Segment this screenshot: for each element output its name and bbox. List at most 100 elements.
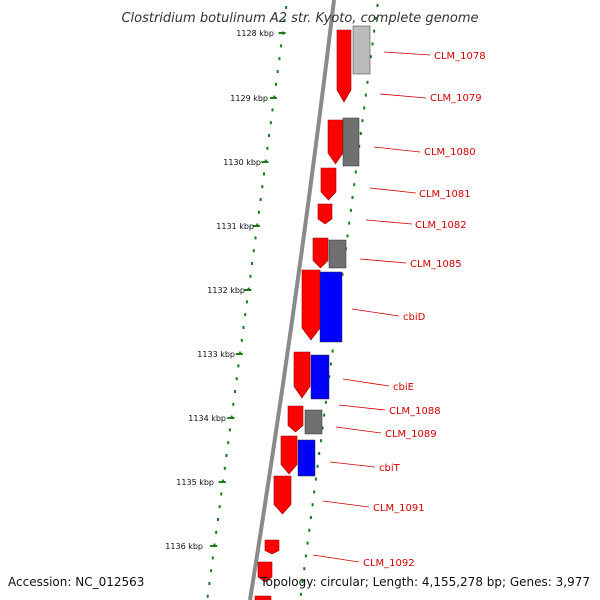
ruler-dot: [237, 364, 240, 368]
ruler-dot: [268, 134, 271, 137]
gene-arrow: [280, 435, 298, 475]
ruler-dot: [223, 466, 226, 470]
leader-line: [338, 404, 386, 411]
outer-dot: [309, 516, 312, 519]
outer-dot: [341, 272, 344, 276]
ruler-dot: [211, 556, 214, 560]
ruler-dot: [251, 262, 254, 265]
accession-text: Accession: NC_012563: [8, 575, 144, 589]
gene-arrow: [257, 561, 273, 583]
outer-dot: [304, 554, 307, 558]
ruler-dot: [235, 377, 238, 381]
ruler-dot: [208, 582, 211, 585]
outer-dot: [306, 541, 309, 545]
ruler-dot: [215, 530, 218, 534]
leader-line: [359, 258, 407, 264]
gene-arrow: [254, 595, 272, 600]
gene-label: cbiD: [403, 312, 426, 323]
gene-label: CLM_1079: [430, 93, 482, 104]
outer-dot: [373, 29, 376, 33]
map-title: Clostridium botulinum A2 str. Kyoto, com…: [121, 11, 478, 26]
genome-backbone: [248, 0, 336, 600]
ruler-dot: [218, 505, 221, 509]
gene-label: CLM_1091: [373, 503, 425, 514]
ruler-dot: [280, 44, 283, 48]
ruler-dot: [242, 326, 245, 329]
gene-label: CLM_1089: [385, 429, 437, 440]
ruler-dot: [275, 82, 277, 86]
ruler-tick: [269, 97, 277, 99]
topology-text: Topology: circular; Length: 4,155,278 bp…: [259, 575, 590, 589]
outer-dot: [374, 16, 377, 20]
outer-dot: [308, 528, 311, 532]
tick-label: 1129 kbp: [230, 94, 268, 103]
tick-label: 1132 kbp: [207, 286, 245, 295]
leader-line: [379, 93, 427, 99]
outer-dot: [361, 119, 364, 123]
gene-label: CLM_1088: [389, 406, 441, 417]
ruler-tick: [235, 353, 243, 355]
ruler-dot: [210, 569, 213, 573]
outer-dot: [348, 221, 351, 225]
ruler-dot: [259, 198, 262, 201]
ruler-dot: [220, 492, 223, 496]
ruler-dot: [257, 210, 260, 214]
ruler-dot: [261, 185, 264, 189]
gene-block: [352, 25, 371, 75]
outer-dot: [313, 490, 316, 494]
ruler-dot: [269, 121, 272, 125]
gene-arrow: [317, 203, 333, 225]
gene-block: [304, 409, 323, 435]
ruler-dot: [263, 172, 265, 176]
outer-dot: [331, 349, 334, 353]
leader-line: [373, 146, 421, 153]
ruler-dot: [271, 108, 274, 112]
outer-dot: [359, 132, 362, 135]
gene-arrow: [327, 119, 344, 165]
gene-arrow: [320, 167, 337, 201]
gene-arrow: [293, 351, 311, 399]
ruler-dot: [228, 428, 231, 432]
ruler-dot: [245, 300, 248, 304]
gene-leader-lines: [312, 51, 431, 563]
tick-label: 1136 kbp: [165, 542, 203, 551]
gene-label: CLM_1078: [434, 51, 486, 62]
gene-block: [319, 271, 343, 343]
ruler-dot: [252, 249, 255, 253]
gene-arrow: [264, 539, 280, 555]
ruler-dot: [227, 441, 230, 445]
gene-arrow: [301, 269, 321, 341]
leader-line: [365, 219, 413, 225]
ruler-dot: [234, 390, 236, 393]
ruler-tick: [261, 161, 269, 163]
gene-arrow: [336, 29, 352, 103]
ruler-tick: [278, 32, 286, 34]
outer-dot: [369, 55, 372, 59]
ruler-dot: [249, 274, 252, 278]
leader-line: [335, 426, 382, 434]
leader-line: [329, 461, 376, 468]
tick-label: 1128 kbp: [236, 29, 274, 38]
gene-label: cbiE: [393, 382, 414, 393]
outer-dot: [366, 80, 369, 84]
tick-label: 1133 kbp: [197, 350, 235, 359]
outer-dot: [363, 106, 366, 110]
ruler-dot: [240, 338, 243, 342]
outer-dot: [376, 4, 379, 7]
ruler-dot: [278, 57, 281, 61]
outer-dot: [346, 234, 349, 238]
ruler-dot: [216, 518, 219, 521]
outer-dot: [371, 42, 374, 46]
ruler-dot: [206, 594, 209, 598]
outer-dot: [321, 426, 324, 430]
outer-dot: [316, 464, 319, 468]
outer-dot: [318, 452, 321, 455]
outer-dot: [323, 413, 326, 417]
leader-line: [322, 500, 370, 508]
gene-block: [297, 439, 316, 477]
gene-block: [328, 239, 347, 269]
outer-dot: [311, 503, 314, 507]
gene-block: [342, 117, 360, 167]
leader-line: [351, 308, 400, 317]
